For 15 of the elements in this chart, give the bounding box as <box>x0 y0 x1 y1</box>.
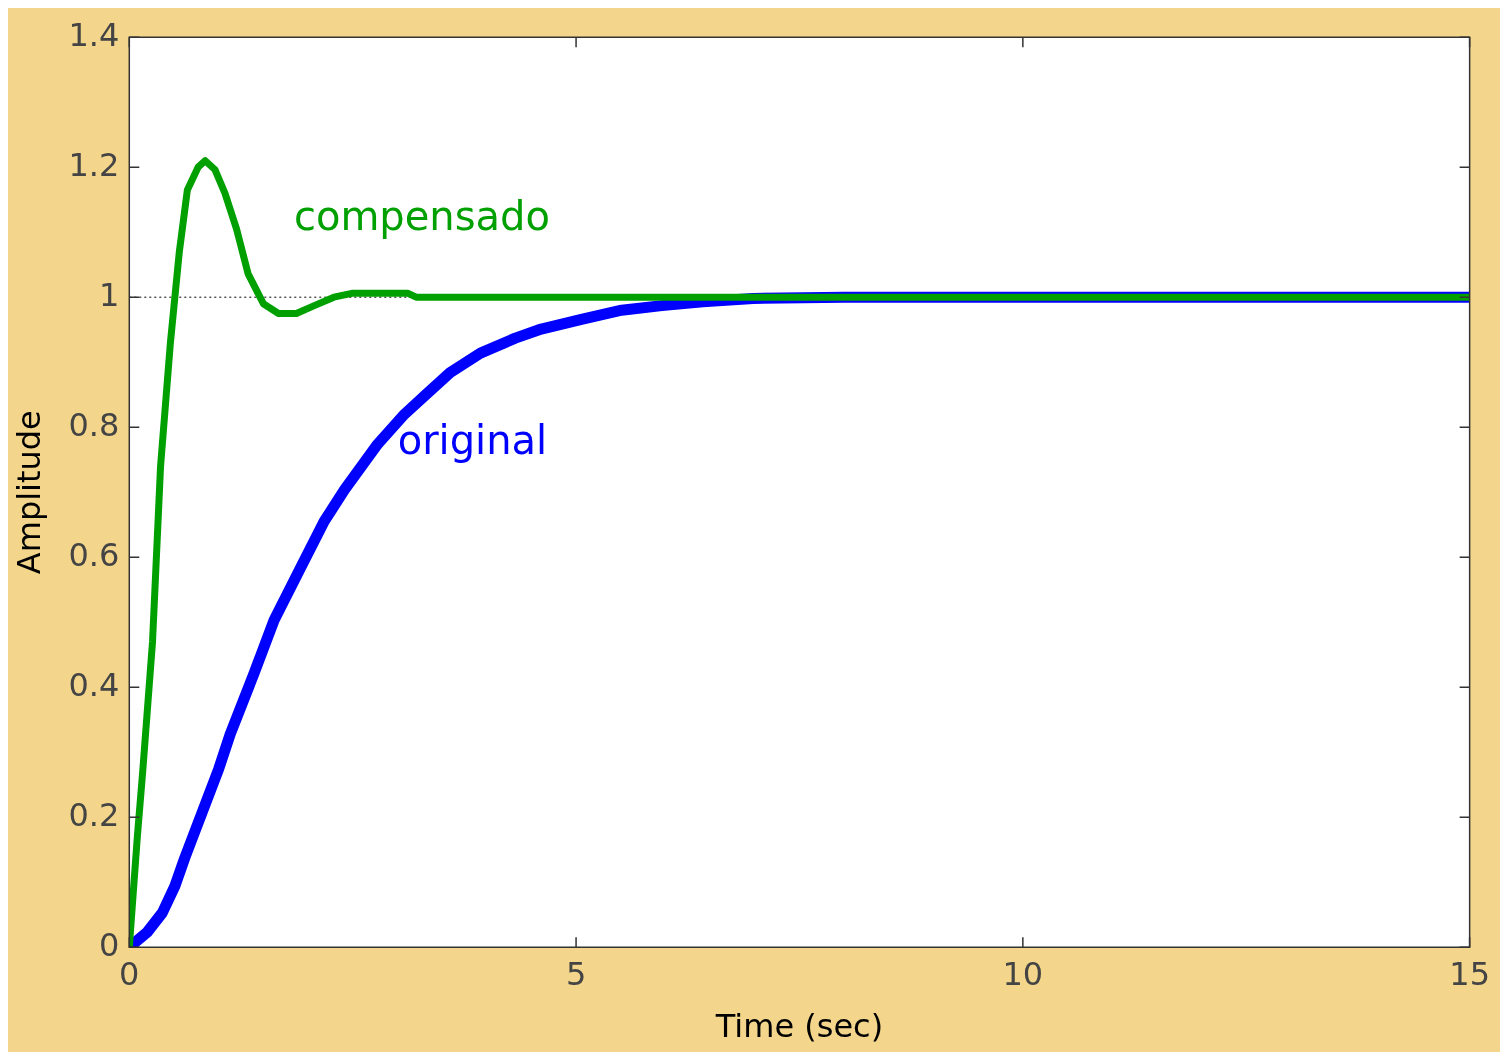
x-tick-label: 10 <box>1002 954 1044 993</box>
x-tick-label: 5 <box>565 954 587 993</box>
y-tick-label: 0.4 <box>68 665 120 704</box>
series-label: original <box>397 417 548 464</box>
y-tick-label: 1.2 <box>68 145 120 184</box>
y-tick-label: 1 <box>98 275 120 314</box>
series-label: compensado <box>293 192 550 239</box>
y-tick-label: 1.4 <box>68 15 120 54</box>
x-tick-label: 15 <box>1449 954 1490 993</box>
x-axis-title: Time (sec) <box>714 1007 884 1046</box>
y-tick-label: 0 <box>98 925 120 964</box>
y-tick-label: 0.6 <box>68 535 120 574</box>
y-tick-label: 0.8 <box>68 405 120 444</box>
y-axis-title: Amplitude <box>9 410 48 575</box>
y-tick-label: 0.2 <box>68 795 120 834</box>
